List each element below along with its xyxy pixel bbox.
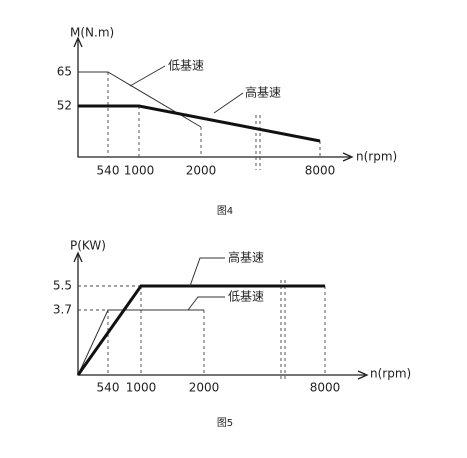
arrow [73, 251, 83, 263]
leader [189, 257, 225, 287]
high-curve [78, 104, 321, 143]
x-label: n(rpm) [370, 367, 411, 381]
axis-break [255, 115, 261, 170]
x-tick: 2000 [186, 164, 217, 178]
y-label: P(KW) [70, 239, 106, 253]
caption: 图4 [217, 205, 233, 217]
figure-4: M(N.m) n(rpm) 65 52 540 1000 2000 8000 低… [57, 26, 398, 218]
axis-break [280, 280, 286, 382]
arrow [342, 152, 354, 162]
leader [213, 92, 244, 114]
x-tick: 2000 [189, 381, 220, 395]
guides [78, 285, 326, 375]
low-curve [77, 309, 204, 376]
figure-5: P(KW) n(rpm) 5.5 3.7 540 1000 2000 8000 … [53, 239, 411, 430]
x-tick: 8000 [310, 381, 341, 395]
leader [129, 65, 166, 87]
x-tick: 8000 [305, 164, 336, 178]
x-tick: 540 [97, 381, 120, 395]
y-label: M(N.m) [70, 26, 114, 40]
caption: 图5 [217, 417, 233, 429]
y-tick: 3.7 [53, 303, 72, 317]
curve-label: 高基速 [228, 250, 264, 265]
y-tick: 65 [57, 65, 72, 79]
guides [107, 72, 321, 157]
x-label: n(rpm) [356, 150, 397, 164]
low-curve [78, 71, 202, 128]
y-tick: 52 [57, 99, 72, 113]
curve-label: 低基速 [168, 59, 204, 73]
high-curve [76, 284, 325, 376]
x-tick: 1000 [124, 164, 155, 178]
arrow [73, 36, 83, 48]
arrow [357, 370, 369, 380]
x-tick: 1000 [126, 381, 157, 395]
x-tick: 540 [97, 164, 120, 178]
leader [187, 296, 225, 311]
y-tick: 5.5 [53, 279, 72, 293]
curve-label: 高基速 [245, 85, 281, 100]
axes [77, 40, 350, 158]
curve-label: 低基速 [228, 290, 264, 304]
